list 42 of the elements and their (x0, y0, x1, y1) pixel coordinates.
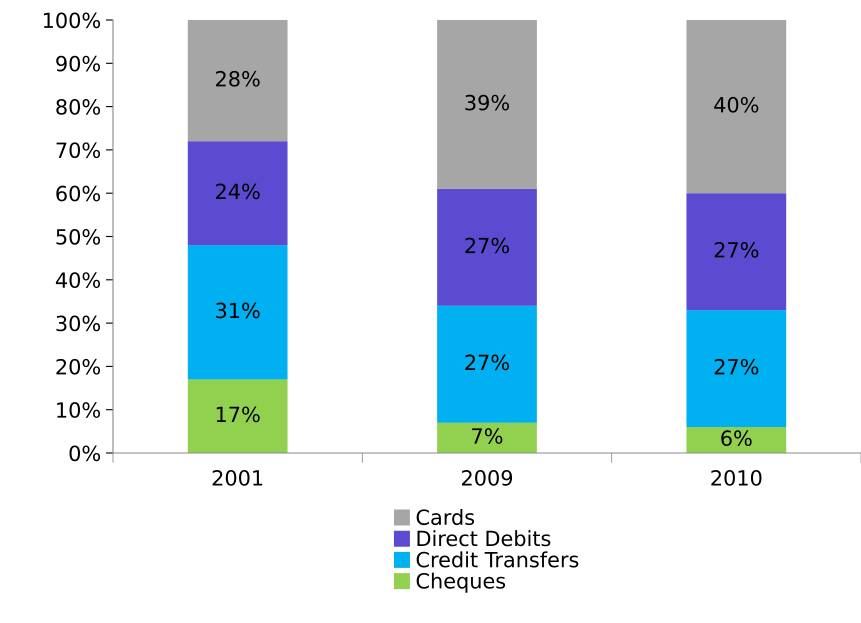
data-label: 24% (216, 183, 260, 200)
data-label: 7% (472, 428, 502, 444)
bar (437, 422, 537, 453)
y-tick-label: 0% (70, 445, 100, 462)
legend-label: Cheques (416, 572, 506, 593)
y-tick-label: 80% (56, 99, 100, 115)
data-label: 27% (465, 354, 510, 370)
x-tick-label: 2010 (711, 470, 762, 486)
bar (437, 20, 537, 189)
x-tick-label: 2001 (212, 470, 262, 486)
bar (437, 188, 537, 306)
bar (188, 245, 288, 380)
data-label: 28% (216, 70, 260, 87)
bar (188, 20, 288, 142)
x-tick-label: 2009 (462, 470, 512, 486)
data-label: 27% (714, 358, 758, 375)
bar (686, 310, 786, 428)
y-tick-label: 40% (56, 272, 100, 288)
bar (686, 20, 786, 194)
data-label: 31% (216, 302, 260, 318)
bar (188, 141, 288, 246)
legend-label: Credit Transfers (416, 551, 578, 568)
legend-label: Direct Debits (418, 530, 550, 546)
y-tick-label: 70% (56, 142, 100, 158)
data-label: 39% (465, 94, 510, 110)
y-tick-label: 90% (56, 56, 100, 72)
bar (188, 379, 288, 453)
data-label: 40% (714, 96, 758, 113)
data-label: 27% (714, 242, 758, 258)
data-label: 17% (216, 406, 260, 422)
y-tick-label: 30% (56, 316, 100, 332)
bar (437, 306, 537, 423)
y-tick-label: 20% (56, 358, 100, 375)
y-tick-label: 50% (56, 228, 100, 245)
data-label: 6% (721, 430, 752, 446)
data-label: 27% (465, 238, 510, 254)
y-tick-label: 100% (44, 12, 100, 28)
legend-label: Cards (416, 508, 474, 526)
bar (686, 427, 786, 453)
bar (686, 193, 786, 310)
y-tick-label: 10% (57, 402, 100, 418)
y-tick-label: 60% (56, 186, 100, 202)
